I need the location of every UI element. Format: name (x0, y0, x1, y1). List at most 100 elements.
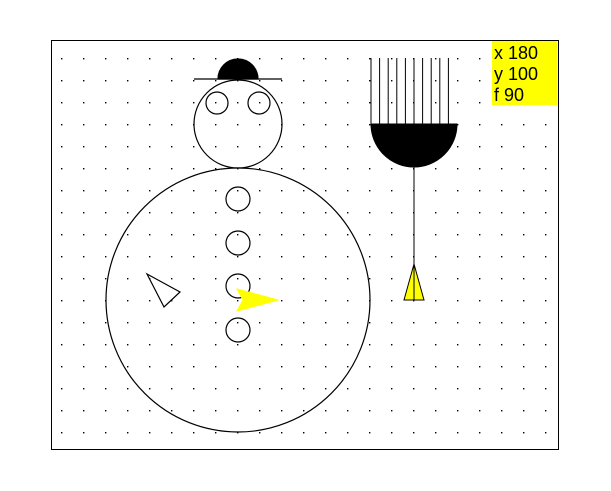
grid-dot (193, 410, 195, 412)
grid-dot (61, 432, 63, 434)
grid-dot (325, 212, 327, 214)
grid-dot (479, 256, 481, 258)
grid-dot (369, 344, 371, 346)
grid-dot (281, 234, 283, 236)
grid-dot (237, 80, 239, 82)
grid-dot (83, 278, 85, 280)
grid-dot (83, 80, 85, 82)
grid-dot (215, 124, 217, 126)
grid-dot (457, 234, 459, 236)
grid-dot (457, 58, 459, 60)
snowman-body (105, 167, 371, 433)
grid-dot (171, 58, 173, 60)
grid-dot (545, 322, 547, 324)
grid-dot (479, 432, 481, 434)
grid-dot (281, 410, 283, 412)
grid-dot (523, 234, 525, 236)
grid-dot (501, 190, 503, 192)
grid-dot (347, 432, 349, 434)
grid-dot (545, 278, 547, 280)
grid-dot (193, 102, 195, 104)
grid-dot (149, 124, 151, 126)
grid-dot (435, 212, 437, 214)
grid-dot (325, 388, 327, 390)
grid-dot (545, 212, 547, 214)
grid-dot (237, 300, 239, 302)
grid-dot (259, 146, 261, 148)
grid-dot (215, 212, 217, 214)
grid-dot (523, 344, 525, 346)
grid-dot (303, 322, 305, 324)
grid-dot (347, 388, 349, 390)
snowman-button-3 (225, 273, 251, 299)
grid-dot (303, 344, 305, 346)
grid-dot (523, 278, 525, 280)
grid-dot (457, 124, 459, 126)
coordinate-readout: x 180 y 100 f 90 (492, 41, 557, 105)
grid-dot (347, 124, 349, 126)
grid-dot (523, 146, 525, 148)
grid-dot (545, 366, 547, 368)
grid-dot (501, 344, 503, 346)
grid-dot (435, 410, 437, 412)
grid-dot (369, 366, 371, 368)
grid-dot (457, 102, 459, 104)
grid-dot (501, 278, 503, 280)
grid-dot (259, 102, 261, 104)
grid-dot (281, 366, 283, 368)
snowman-button-2 (225, 230, 251, 256)
grid-dot (105, 58, 107, 60)
grid-dot (303, 256, 305, 258)
grid-dot (171, 300, 173, 302)
brush-ferrule-shape (370, 123, 458, 168)
grid-dot (237, 388, 239, 390)
grid-dot (171, 124, 173, 126)
grid-dot (149, 300, 151, 302)
grid-dot (127, 366, 129, 368)
grid-dot (193, 168, 195, 170)
grid-dot (83, 146, 85, 148)
grid-dot (259, 124, 261, 126)
turtle-triangle-icon[interactable] (236, 288, 280, 312)
grid-dot (391, 322, 393, 324)
grid-dot (391, 366, 393, 368)
grid-dot (105, 410, 107, 412)
grid-dot (149, 256, 151, 258)
grid-dot (83, 322, 85, 324)
grid-dot (259, 432, 261, 434)
grid-dot (259, 234, 261, 236)
grid-dot (369, 388, 371, 390)
grid-dot (501, 124, 503, 126)
grid-dot (369, 58, 371, 60)
grid-dot (61, 124, 63, 126)
grid-dot (391, 410, 393, 412)
grid-dot (303, 278, 305, 280)
grid-dot (435, 322, 437, 324)
grid-dot (259, 410, 261, 412)
grid-dot (127, 234, 129, 236)
grid-dot (347, 300, 349, 302)
grid-dot (523, 366, 525, 368)
grid-dot (149, 410, 151, 412)
grid-dot (347, 410, 349, 412)
grid-dot (281, 102, 283, 104)
grid-dot (545, 388, 547, 390)
grid-dot (347, 278, 349, 280)
grid-dot (457, 190, 459, 192)
grid-dot (479, 190, 481, 192)
grid-dot (237, 168, 239, 170)
grid-dot (369, 146, 371, 148)
grid-dot (369, 410, 371, 412)
grid-dot (501, 168, 503, 170)
grid-dot (347, 190, 349, 192)
grid-dot (435, 432, 437, 434)
grid-dot (325, 432, 327, 434)
grid-dot (479, 278, 481, 280)
grid-dot (501, 146, 503, 148)
grid-dot (435, 344, 437, 346)
grid-dot (303, 410, 305, 412)
grid-dot (127, 388, 129, 390)
grid-dot (501, 366, 503, 368)
grid-dot (523, 432, 525, 434)
